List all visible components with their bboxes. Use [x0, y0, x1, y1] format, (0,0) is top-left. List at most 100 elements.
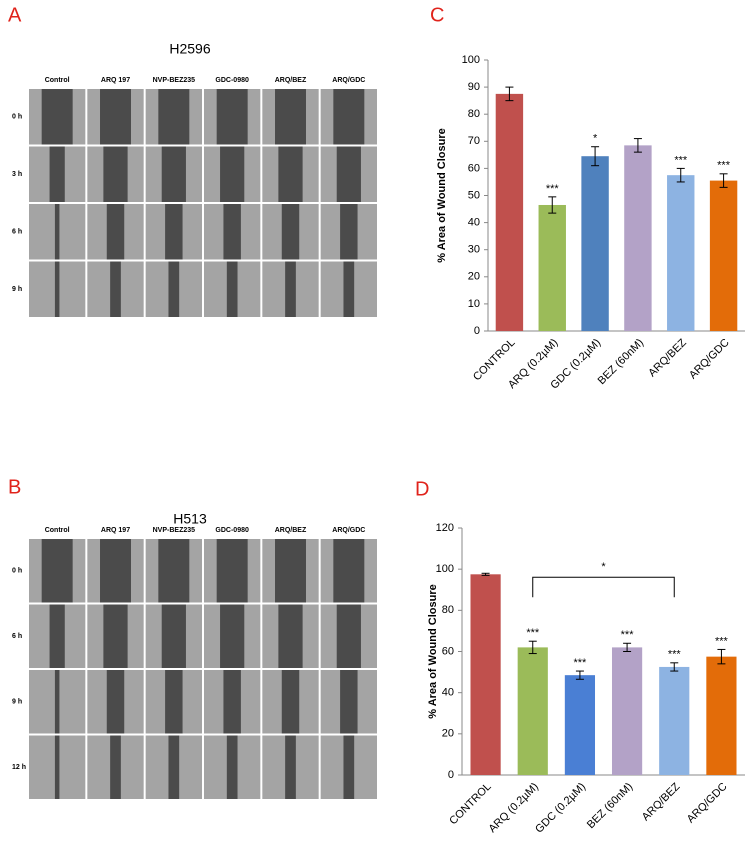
panel-letter: A	[8, 4, 22, 26]
panel-title: H2596	[169, 41, 210, 57]
y-axis-label: % Area of Wound Closure	[436, 128, 448, 262]
wound-gap	[168, 261, 180, 317]
row-label: 0 h	[12, 568, 22, 575]
wound-gap	[336, 604, 361, 668]
y-tick-label: 60	[442, 645, 454, 657]
panel-letter: C	[430, 4, 444, 26]
bar	[709, 180, 738, 331]
y-tick-label: 120	[436, 522, 454, 534]
wound-gap	[285, 735, 296, 799]
wound-gap	[106, 670, 125, 734]
bar	[581, 156, 609, 331]
error-bar	[633, 138, 642, 153]
wound-gap	[165, 670, 183, 734]
y-tick-label: 100	[462, 54, 480, 66]
panel-title: H513	[173, 511, 207, 527]
column-label: Control	[45, 527, 70, 534]
significance: ***	[526, 627, 540, 639]
error-bar	[505, 86, 514, 102]
panel-letter: B	[8, 476, 21, 498]
bar	[659, 666, 690, 775]
x-tick-label: ARQ/BEZ	[640, 781, 683, 824]
x-tick-label: ARQ/GDC	[687, 337, 732, 382]
column-label: ARQ/GDC	[332, 527, 365, 534]
column-label: NVP-BEZ235	[153, 77, 196, 84]
bracket	[532, 576, 675, 598]
error-bar	[591, 146, 600, 167]
wound-gap	[340, 670, 358, 734]
wound-gap	[275, 89, 306, 145]
column-label: NVP-BEZ235	[153, 527, 196, 534]
row-label: 6 h	[12, 229, 22, 236]
y-tick-label: 80	[468, 108, 480, 120]
wound-gap	[220, 604, 245, 668]
row-label: 12 h	[12, 764, 26, 771]
y-tick-label: 0	[474, 325, 480, 337]
error-bar	[719, 173, 728, 188]
bar	[624, 145, 652, 331]
wound-gap	[158, 89, 190, 145]
wound-gap	[226, 261, 238, 317]
y-tick-label: 50	[468, 189, 480, 201]
column-label: GDC-0980	[215, 77, 249, 84]
wound-gap	[54, 261, 60, 317]
x-tick-label: CONTROL	[471, 337, 518, 384]
wound-gap	[165, 204, 183, 260]
wound-gap	[343, 261, 355, 317]
wound-gap	[278, 146, 303, 202]
column-label: ARQ 197	[101, 77, 130, 84]
wound-gap	[54, 670, 60, 734]
wound-gap	[49, 146, 65, 202]
column-label: Control	[45, 77, 70, 84]
column-label: ARQ/BEZ	[275, 77, 307, 84]
significance: ***	[674, 154, 688, 166]
error-bar	[670, 662, 679, 672]
x-tick-label: CONTROL	[447, 781, 494, 828]
y-axis-label: % Area of Wound Closure	[427, 584, 439, 718]
row-label: 0 h	[12, 114, 22, 121]
row-label: 9 h	[12, 286, 22, 293]
error-bar	[548, 196, 557, 214]
x-tick-label: ARQ/BEZ	[646, 337, 689, 380]
wound-gap	[103, 604, 128, 668]
significance: ***	[717, 160, 731, 172]
wound-gap	[223, 670, 241, 734]
error-bar	[717, 648, 726, 665]
y-tick-label: 0	[448, 769, 454, 781]
significance: ***	[715, 635, 729, 647]
wound-gap	[103, 146, 128, 202]
y-tick-label: 90	[468, 81, 480, 93]
wound-gap	[226, 735, 238, 799]
wound-gap	[340, 204, 358, 260]
bar	[564, 675, 596, 775]
column-label: ARQ 197	[101, 527, 130, 534]
row-label: 9 h	[12, 699, 22, 706]
error-bar	[623, 642, 632, 652]
significance: *	[593, 133, 598, 145]
bar	[517, 647, 548, 775]
bar	[611, 647, 643, 775]
wound-gap	[106, 204, 125, 260]
wound-gap	[216, 539, 248, 603]
wound-gap	[110, 735, 121, 799]
y-tick-label: 30	[468, 244, 480, 256]
wound-gap	[275, 539, 306, 603]
y-tick-label: 40	[442, 687, 454, 699]
x-tick-label: BEZ (60nM)	[596, 337, 646, 387]
column-label: ARQ/BEZ	[275, 527, 307, 534]
y-tick-label: 80	[442, 604, 454, 616]
wound-gap	[333, 539, 365, 603]
y-tick-label: 40	[468, 217, 480, 229]
wound-gap	[168, 735, 180, 799]
x-tick-label: ARQ/GDC	[685, 781, 730, 826]
bar	[495, 93, 524, 331]
wound-gap	[54, 735, 60, 799]
wound-gap	[110, 261, 121, 317]
wound-gap	[216, 89, 248, 145]
y-tick-label: 70	[468, 135, 480, 147]
y-tick-label: 100	[436, 563, 454, 575]
wound-gap	[161, 604, 186, 668]
wound-gap	[285, 261, 296, 317]
error-bar	[528, 640, 537, 655]
y-tick-label: 20	[468, 271, 480, 283]
